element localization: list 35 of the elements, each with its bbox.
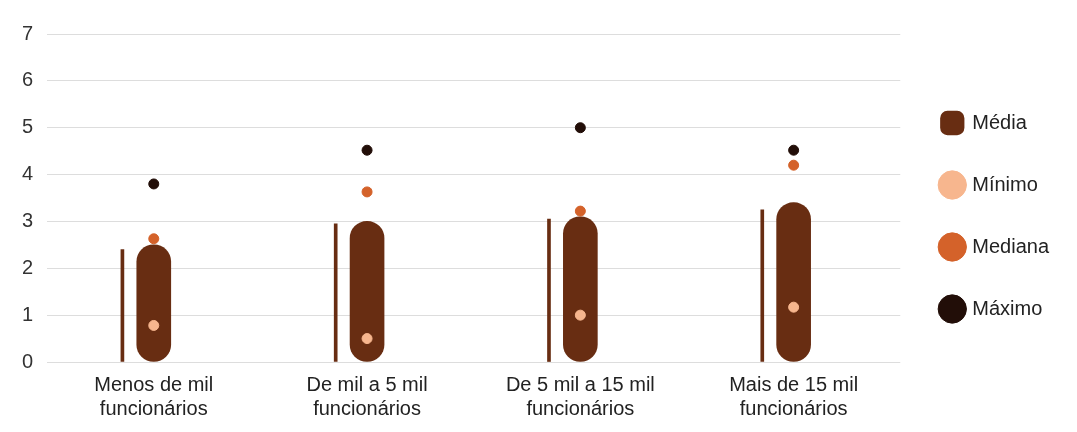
x-tick-label: Menos de mil funcionários (94, 372, 214, 419)
legend-label: Média (972, 110, 1028, 133)
point (788, 144, 800, 156)
y-tick-label: 7 (22, 21, 34, 44)
y-tick-label: 4 (22, 162, 34, 185)
y-tick-label: 5 (22, 115, 34, 138)
bar (136, 244, 172, 362)
y-tick-label: 3 (22, 208, 34, 231)
point (788, 301, 800, 313)
point (148, 233, 160, 245)
y-tick-label: 2 (22, 255, 34, 278)
bar (760, 209, 765, 362)
y-tick-label: 0 (22, 349, 34, 372)
point (148, 319, 160, 331)
point (574, 309, 586, 321)
point (788, 159, 800, 171)
bar (547, 218, 551, 362)
legend-label: Mediana (972, 234, 1050, 257)
bar (563, 216, 598, 362)
bar (349, 221, 385, 362)
point (361, 144, 373, 156)
bar (776, 202, 811, 362)
bar (333, 223, 338, 362)
x-tick-label: De mil a 5 mil funcionários (306, 372, 428, 419)
legend-label: Mínimo (972, 172, 1038, 195)
x-tick-label: De 5 mil a 15 mil funcionários (505, 372, 655, 419)
y-tick-label: 1 (22, 302, 34, 325)
point (361, 333, 373, 345)
point (574, 205, 586, 217)
x-tick-label: Mais de 15 mil funcionários (729, 372, 859, 419)
point (574, 122, 586, 134)
y-tick-label: 6 (22, 68, 34, 91)
legend-label: Máximo (972, 296, 1043, 319)
point (148, 178, 160, 190)
point (361, 186, 373, 198)
